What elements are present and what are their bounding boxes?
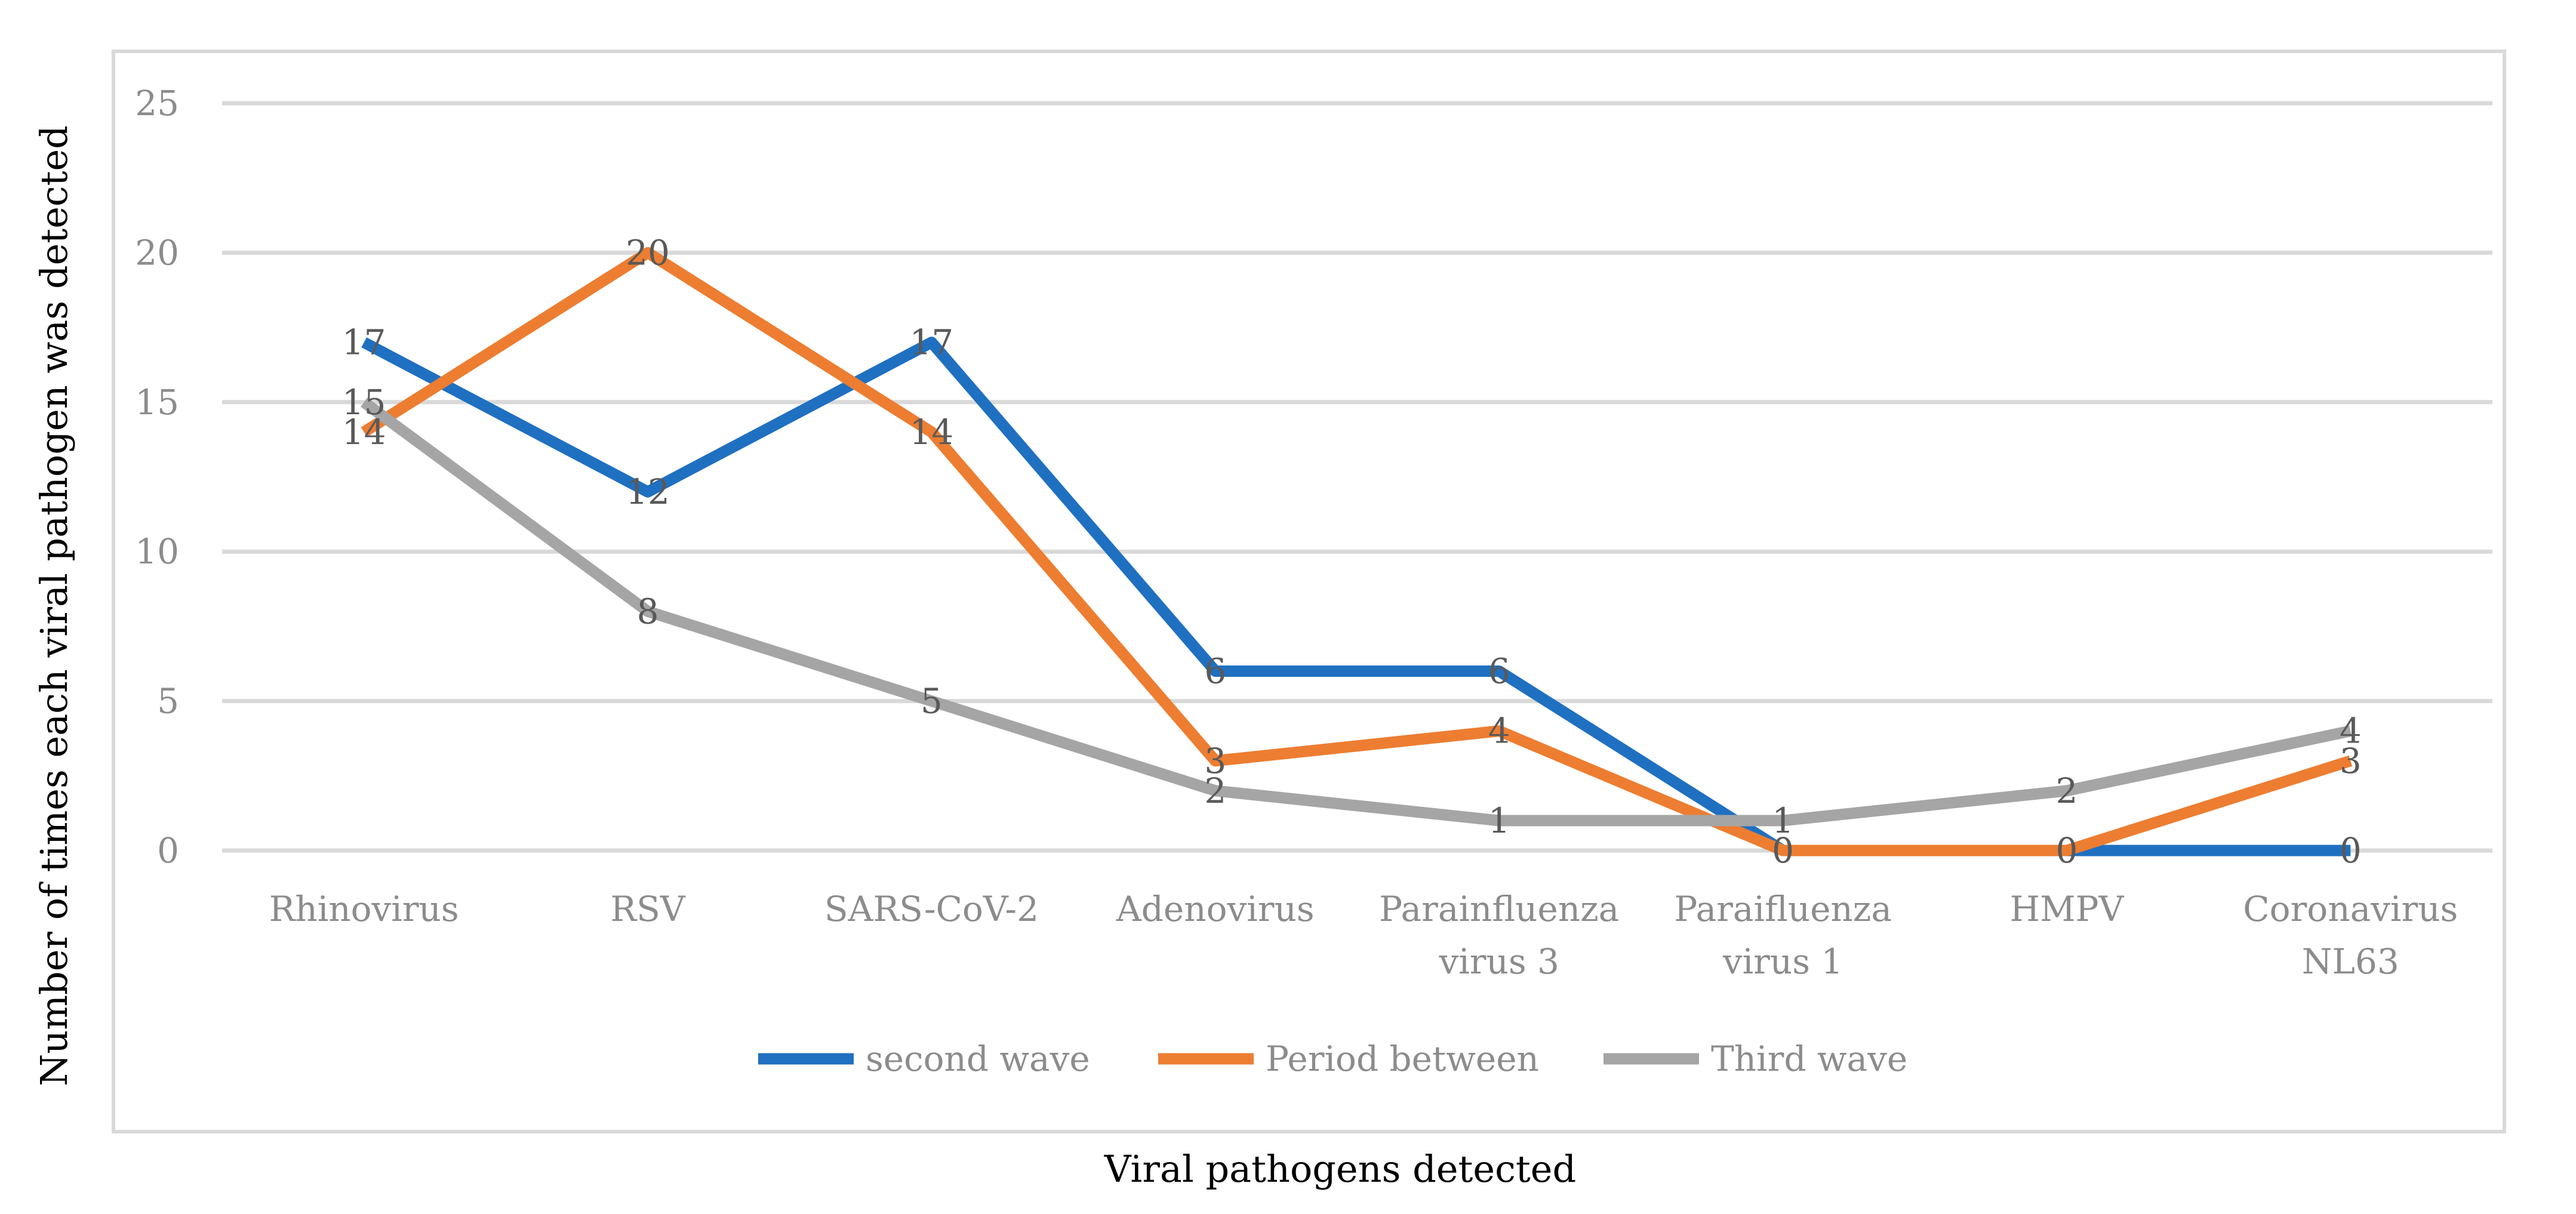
x-category-label: Adenovirus bbox=[1116, 889, 1315, 929]
legend-label-2: Period between bbox=[1266, 1039, 1539, 1079]
series-line-2 bbox=[361, 247, 2353, 856]
x-category-label: Paraifluenza virus 1 bbox=[1674, 889, 1892, 982]
x-category-label: Parainfluenza virus 3 bbox=[1379, 889, 1619, 982]
data-label-series-3: 1 bbox=[1772, 800, 1794, 841]
data-label-series-3: 2 bbox=[2055, 771, 2078, 811]
y-tick-label: 10 bbox=[135, 531, 179, 572]
data-label-series-2: 0 bbox=[2055, 830, 2078, 871]
data-label-series-2: 4 bbox=[1488, 711, 1510, 751]
data-label-series-2: 0 bbox=[1772, 830, 1794, 871]
y-tick-label: 5 bbox=[157, 681, 179, 722]
y-tick-label: 25 bbox=[135, 83, 179, 124]
x-category-label: HMPV bbox=[2009, 889, 2124, 929]
x-category-label: Rhinovirus bbox=[269, 889, 459, 929]
data-label-series-2: 14 bbox=[342, 412, 386, 452]
data-label-series-1: 12 bbox=[626, 472, 670, 512]
data-label-series-3: 8 bbox=[637, 591, 659, 631]
data-label-series-1: 0 bbox=[1772, 830, 1794, 871]
series-line-3 bbox=[361, 398, 2352, 827]
x-axis-categories: Rhinovirus RSV SARS-CoV-2 Adenovirus Parainf… bbox=[269, 889, 2458, 982]
data-label-series-3: 2 bbox=[1204, 771, 1226, 811]
data-label-series-3: 5 bbox=[921, 681, 943, 722]
x-category-label: RSV bbox=[610, 889, 685, 929]
data-label-series-3: 15 bbox=[342, 382, 386, 423]
data-label-series-1: 17 bbox=[910, 322, 954, 363]
data-label-series-2: 14 bbox=[910, 412, 954, 452]
data-label-series-3: 1 bbox=[1488, 800, 1510, 841]
data-label-series-1: 0 bbox=[2340, 830, 2362, 871]
data-label-series-3: 4 bbox=[2340, 711, 2362, 751]
legend: second wave Period between Third wave bbox=[758, 1039, 1907, 1079]
data-label-series-1: 6 bbox=[1204, 651, 1226, 692]
legend-label-1: second wave bbox=[866, 1039, 1090, 1079]
y-tick-label: 15 bbox=[135, 382, 179, 423]
y-axis-title: Number of times each viral pathogen was … bbox=[32, 125, 76, 1086]
series-layer bbox=[361, 247, 2353, 856]
data-label-series-1: 0 bbox=[2055, 830, 2078, 871]
y-tick-label: 0 bbox=[157, 830, 179, 871]
y-tick-label: 20 bbox=[135, 232, 179, 273]
data-label-series-2: 20 bbox=[626, 232, 670, 273]
x-category-label: Coronavirus NL63 bbox=[2243, 889, 2458, 982]
chart-frame bbox=[112, 50, 2506, 1133]
data-label-series-1: 17 bbox=[342, 322, 386, 363]
data-label-series-2: 3 bbox=[2340, 741, 2362, 781]
y-axis-ticks: 0 5 10 15 20 25 bbox=[135, 83, 179, 871]
x-axis-title: Viral pathogens detected bbox=[1104, 1147, 1576, 1191]
legend-label-3: Third wave bbox=[1711, 1039, 1907, 1079]
data-label-series-1: 6 bbox=[1488, 651, 1510, 692]
x-category-label: SARS-CoV-2 bbox=[824, 889, 1039, 929]
data-label-series-2: 3 bbox=[1204, 741, 1226, 781]
